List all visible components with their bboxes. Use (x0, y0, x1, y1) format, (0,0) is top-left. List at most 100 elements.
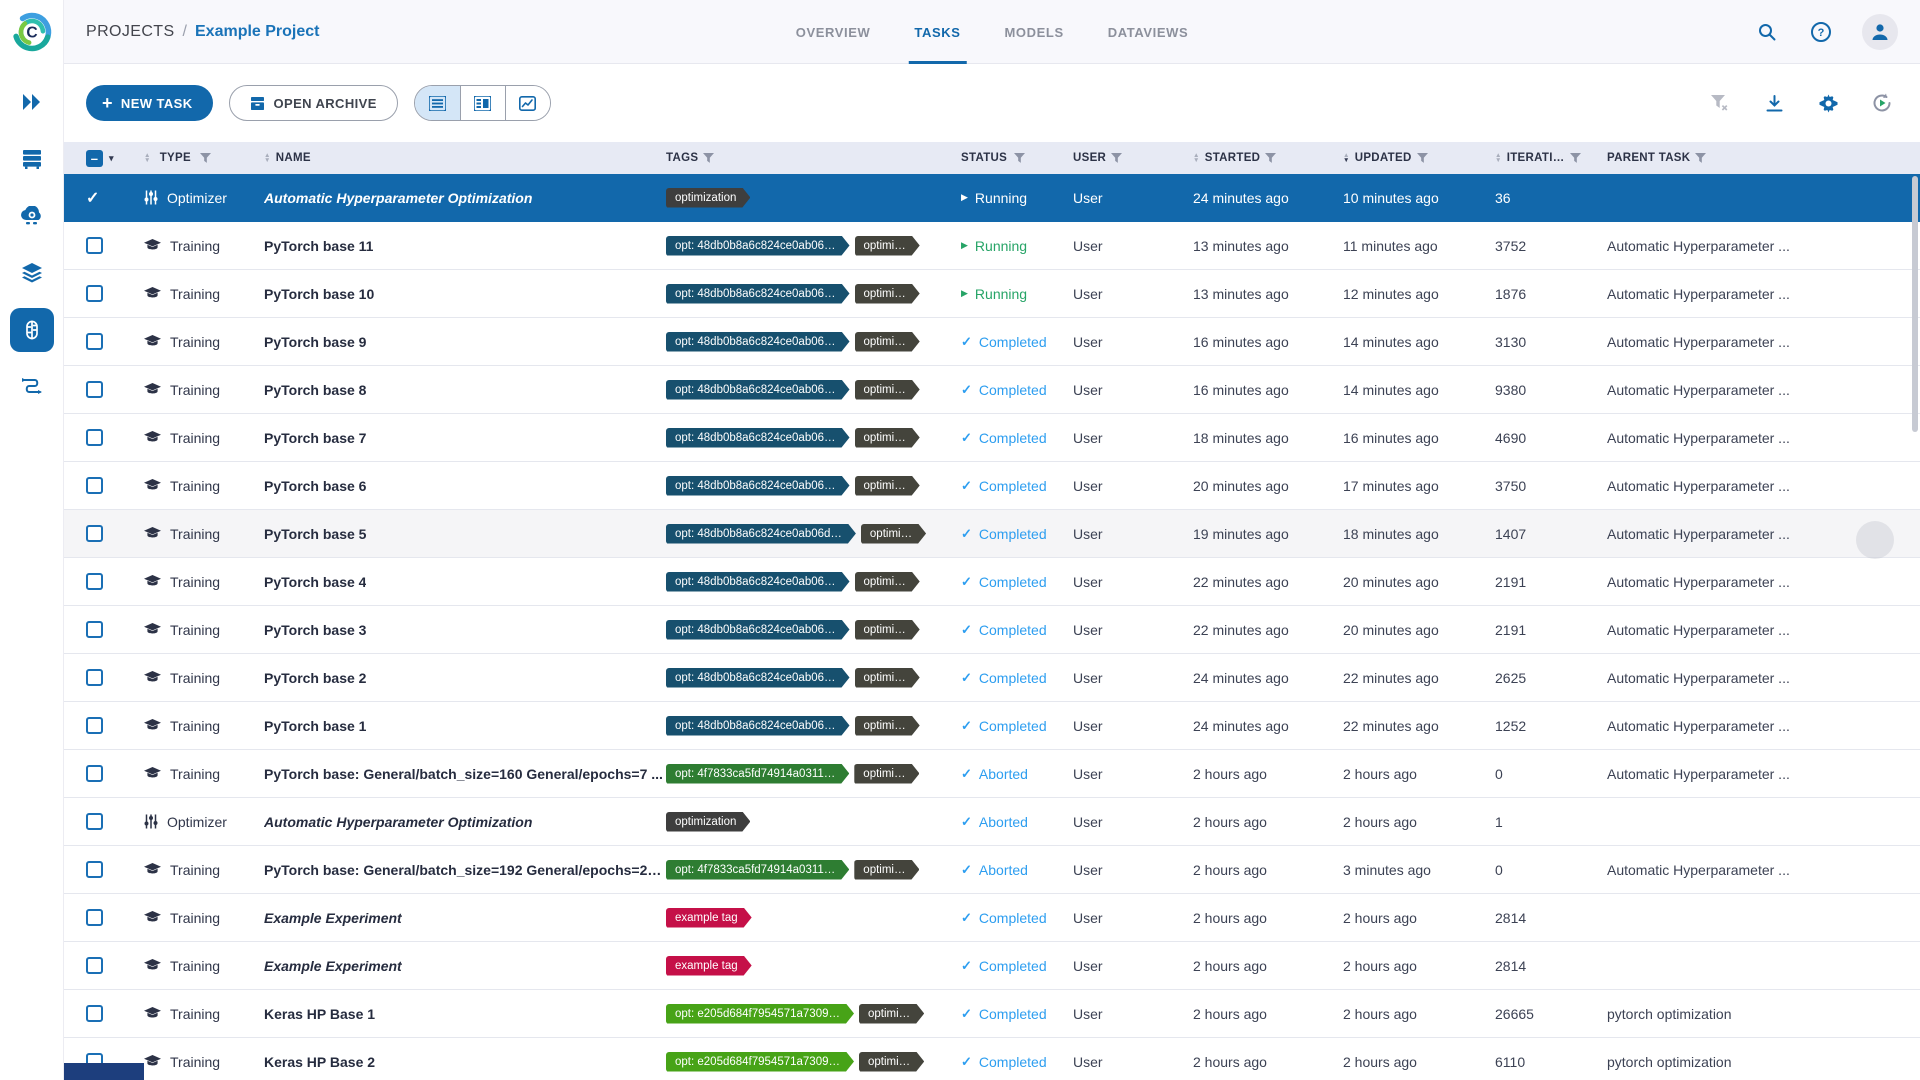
row-checkbox[interactable] (86, 525, 103, 542)
task-name[interactable]: PyTorch base: General/batch_size=160 Gen… (264, 765, 663, 782)
column-header-iterations[interactable]: ▲ ▼ ITERATI… (1495, 152, 1607, 164)
table-row[interactable]: ✓ Training Example Experiment example ta… (64, 894, 1920, 942)
open-archive-button[interactable]: OPEN ARCHIVE (228, 85, 398, 121)
tag[interactable]: optimi… (855, 572, 920, 592)
tag[interactable]: example tag (666, 908, 752, 928)
filter-icon[interactable] (1416, 152, 1428, 164)
tag[interactable]: opt: 48db0b8a6c824ce0ab06… (666, 236, 850, 256)
task-name[interactable]: PyTorch base 8 (264, 381, 367, 398)
tab-dataviews[interactable]: DATAVIEWS (1107, 24, 1189, 40)
task-name[interactable]: Keras HP Base 2 (264, 1053, 376, 1070)
column-header-type[interactable]: ▲ ▼ TYPE (144, 152, 264, 164)
table-row[interactable]: ✓ Training PyTorch base 10 opt: 48db0b8a… (64, 270, 1920, 318)
column-header-started[interactable]: ▲ ▼ STARTED (1193, 152, 1343, 164)
tag[interactable]: optimi… (855, 428, 920, 448)
download-icon[interactable] (1762, 91, 1786, 115)
tag[interactable]: optimi… (855, 332, 920, 352)
tag[interactable]: optimi… (855, 668, 920, 688)
column-header-name[interactable]: ▲ ▼ NAME (264, 152, 311, 164)
parent-task-link[interactable]: Automatic Hyperparameter ... (1607, 237, 1790, 254)
parent-task-link[interactable]: Automatic Hyperparameter ... (1607, 429, 1790, 446)
task-name[interactable]: PyTorch base 2 (264, 669, 367, 686)
table-row[interactable]: ✓ Training Keras HP Base 2 opt: e205d684… (64, 1038, 1920, 1080)
task-name[interactable]: PyTorch base 7 (264, 429, 367, 446)
tag[interactable]: optimi… (855, 380, 920, 400)
tag[interactable]: opt: 48db0b8a6c824ce0ab06… (666, 284, 850, 304)
row-checkbox[interactable] (86, 1005, 103, 1022)
tag[interactable]: optimi… (859, 1004, 924, 1024)
filter-icon[interactable] (1695, 152, 1707, 164)
tag[interactable]: opt: e205d684f7954571a7309… (666, 1052, 854, 1072)
task-name[interactable]: PyTorch base 9 (264, 333, 367, 350)
task-name[interactable]: PyTorch base: General/batch_size=192 Gen… (264, 861, 666, 878)
row-checkbox[interactable] (86, 669, 103, 686)
task-name[interactable]: Example Experiment (264, 909, 402, 926)
parent-task-link[interactable]: Automatic Hyperparameter ... (1607, 765, 1790, 782)
task-name[interactable]: Example Experiment (264, 957, 402, 974)
table-row[interactable]: ✓ Training PyTorch base 1 opt: 48db0b8a6… (64, 702, 1920, 750)
parent-task-link[interactable]: Automatic Hyperparameter ... (1607, 717, 1790, 734)
tag[interactable]: opt: 48db0b8a6c824ce0ab06… (666, 380, 850, 400)
select-all-checkbox[interactable]: – (86, 149, 103, 167)
row-checkbox[interactable] (86, 765, 103, 782)
task-name[interactable]: PyTorch base 10 (264, 285, 375, 302)
table-row[interactable]: ✓ Training PyTorch base 4 opt: 48db0b8a6… (64, 558, 1920, 606)
parent-task-link[interactable]: Automatic Hyperparameter ... (1607, 669, 1790, 686)
parent-task-link[interactable]: Automatic Hyperparameter ... (1607, 285, 1790, 302)
table-row[interactable]: ✓ Training PyTorch base 7 opt: 48db0b8a6… (64, 414, 1920, 462)
filter-icon[interactable] (1014, 152, 1026, 164)
parent-task-link[interactable]: pytorch optimization (1607, 1053, 1732, 1070)
row-checkbox[interactable] (86, 573, 103, 590)
parent-task-link[interactable]: Automatic Hyperparameter ... (1607, 573, 1790, 590)
settings-gear-icon[interactable] (1816, 91, 1840, 115)
parent-task-link[interactable]: Automatic Hyperparameter ... (1607, 381, 1790, 398)
task-name[interactable]: Keras HP Base 1 (264, 1005, 376, 1022)
row-checkbox[interactable] (86, 237, 103, 254)
table-row[interactable]: ✓ Training PyTorch base 9 opt: 48db0b8a6… (64, 318, 1920, 366)
parent-task-link[interactable]: Automatic Hyperparameter ... (1607, 477, 1790, 494)
row-checkbox[interactable] (86, 909, 103, 926)
table-row[interactable]: ✓ Training PyTorch base 6 opt: 48db0b8a6… (64, 462, 1920, 510)
help-icon[interactable]: ? (1808, 19, 1834, 45)
user-avatar[interactable] (1862, 13, 1898, 50)
task-name[interactable]: PyTorch base 11 (264, 237, 374, 254)
row-checkbox[interactable] (86, 285, 103, 302)
row-checkbox[interactable] (86, 381, 103, 398)
tab-models[interactable]: MODELS (1004, 24, 1064, 40)
sidebar-item-datasets[interactable] (10, 251, 54, 295)
tag[interactable]: opt: 48db0b8a6c824ce0ab06… (666, 668, 850, 688)
tag[interactable]: opt: 48db0b8a6c824ce0ab06… (666, 716, 850, 736)
row-checkbox[interactable] (86, 957, 103, 974)
filter-icon[interactable] (1111, 152, 1123, 164)
table-row[interactable]: ✓ Optimizer Automatic Hyperparameter Opt… (64, 798, 1920, 846)
parent-task-link[interactable]: Automatic Hyperparameter ... (1607, 621, 1790, 638)
tag[interactable]: opt: 48db0b8a6c824ce0ab06… (666, 428, 850, 448)
table-row[interactable]: ✓ Training Example Experiment example ta… (64, 942, 1920, 990)
row-checkbox[interactable] (86, 717, 103, 734)
column-header-updated[interactable]: ▲ ▼ UPDATED (1343, 152, 1495, 164)
tag[interactable]: optimi… (855, 476, 920, 496)
tab-overview[interactable]: OVERVIEW (795, 24, 871, 40)
tag[interactable]: optimi… (859, 1052, 924, 1072)
filter-icon[interactable] (1265, 152, 1277, 164)
row-checkbox[interactable] (86, 861, 103, 878)
chart-view-button[interactable] (504, 86, 550, 120)
breadcrumb-current-project[interactable]: Example Project (195, 22, 320, 40)
tag[interactable]: opt: 4f7833ca5fd74914a0311… (666, 764, 849, 784)
tag[interactable]: optimi… (855, 236, 920, 256)
tag[interactable]: optimi… (861, 524, 926, 544)
faded-row-action-button[interactable] (1856, 521, 1894, 559)
row-checkbox[interactable] (86, 621, 103, 638)
table-row[interactable]: ✓ Optimizer Automatic Hyperparameter Opt… (64, 174, 1920, 222)
parent-task-link[interactable]: Automatic Hyperparameter ... (1607, 861, 1790, 878)
table-row[interactable]: ✓ Training Keras HP Base 1 opt: e205d684… (64, 990, 1920, 1038)
search-icon[interactable] (1754, 19, 1780, 45)
sidebar-item-queues[interactable] (10, 137, 54, 181)
tag[interactable]: example tag (666, 956, 752, 976)
tag[interactable]: opt: 4f7833ca5fd74914a0311… (666, 860, 849, 880)
column-header-status[interactable]: STATUS (961, 152, 1073, 164)
tag[interactable]: optimi… (855, 620, 920, 640)
tag[interactable]: opt: 48db0b8a6c824ce0ab06… (666, 476, 850, 496)
breadcrumb-projects[interactable]: PROJECTS (86, 22, 175, 40)
parent-task-link[interactable]: pytorch optimization (1607, 1005, 1732, 1022)
